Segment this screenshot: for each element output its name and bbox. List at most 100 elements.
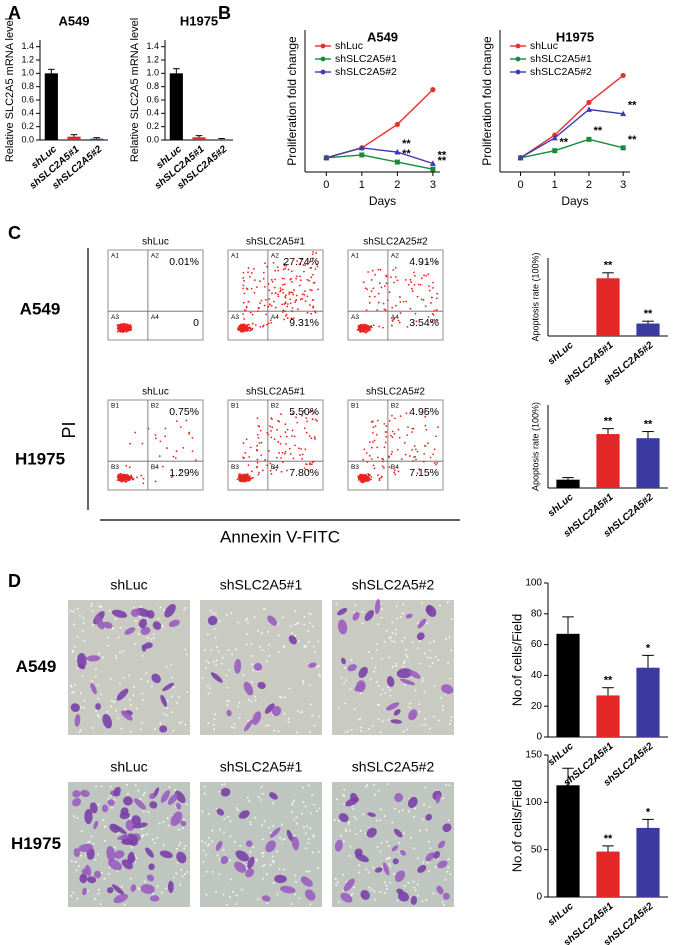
error-bar bbox=[562, 616, 574, 634]
pore bbox=[449, 677, 452, 680]
pore bbox=[422, 861, 425, 864]
event-dot bbox=[238, 473, 240, 475]
y-axis-label: Apoptosis rate (100%) bbox=[530, 402, 540, 491]
quadrant-id: B3 bbox=[231, 464, 239, 471]
event-dot bbox=[283, 277, 285, 280]
event-dot bbox=[306, 278, 309, 281]
event-dot bbox=[360, 329, 363, 332]
quadrant-id: B1 bbox=[231, 403, 239, 410]
pore bbox=[279, 695, 282, 698]
y-tick-label: 40 bbox=[531, 670, 543, 681]
event-dot bbox=[264, 299, 267, 301]
pore bbox=[358, 864, 361, 867]
cell bbox=[146, 610, 155, 619]
event-dot bbox=[433, 462, 436, 464]
pore bbox=[217, 650, 220, 653]
pore bbox=[267, 724, 270, 727]
pore bbox=[234, 648, 237, 651]
event-dot bbox=[303, 270, 305, 273]
pore bbox=[447, 819, 450, 822]
event-dot bbox=[284, 296, 287, 299]
marker bbox=[586, 136, 592, 142]
event-dot bbox=[296, 421, 299, 424]
event-dot bbox=[296, 275, 298, 278]
pore bbox=[338, 901, 341, 904]
bar bbox=[596, 851, 620, 897]
pore bbox=[253, 616, 256, 619]
pore bbox=[146, 680, 149, 683]
cell bbox=[356, 680, 366, 693]
pore bbox=[252, 846, 255, 849]
event-dot bbox=[250, 477, 253, 480]
pore bbox=[79, 706, 82, 709]
pore bbox=[309, 812, 312, 815]
pore bbox=[412, 880, 415, 883]
pore bbox=[113, 700, 116, 703]
event-dot bbox=[372, 431, 374, 434]
pore bbox=[302, 682, 305, 685]
event-dot bbox=[249, 328, 252, 331]
pore bbox=[350, 894, 353, 897]
event-dot bbox=[398, 321, 401, 324]
plot-title: shLuc bbox=[142, 387, 169, 398]
pore bbox=[229, 820, 232, 823]
cell bbox=[366, 827, 377, 838]
marker bbox=[517, 154, 524, 161]
event-dot bbox=[243, 309, 246, 312]
event-dot bbox=[266, 265, 268, 268]
pore bbox=[242, 674, 245, 677]
event-dot bbox=[130, 476, 133, 478]
pore bbox=[215, 663, 218, 666]
pore bbox=[216, 854, 219, 857]
pore bbox=[405, 728, 408, 731]
event-dot bbox=[128, 476, 130, 479]
event-dot bbox=[274, 278, 277, 281]
event-dot bbox=[384, 431, 387, 433]
pore bbox=[142, 810, 145, 813]
pore bbox=[176, 861, 179, 864]
pore bbox=[183, 873, 186, 876]
event-dot bbox=[391, 450, 394, 453]
event-dot bbox=[123, 326, 126, 329]
pore bbox=[177, 828, 180, 831]
cell bbox=[215, 840, 223, 851]
pore bbox=[250, 643, 253, 646]
quadrant-percent: 27.74% bbox=[283, 256, 319, 268]
event-dot bbox=[397, 428, 400, 431]
event-dot bbox=[313, 310, 316, 313]
quadrant-id: B1 bbox=[111, 403, 119, 410]
pore bbox=[308, 730, 311, 733]
pore bbox=[401, 612, 404, 615]
event-dot bbox=[288, 291, 291, 294]
pore bbox=[159, 606, 162, 609]
legend-marker bbox=[515, 69, 521, 75]
y-tick-label: 1.0 bbox=[21, 68, 34, 78]
pore bbox=[134, 642, 137, 645]
event-dot bbox=[301, 293, 304, 296]
event-dot bbox=[246, 288, 249, 291]
event-dot bbox=[158, 455, 161, 458]
event-dot bbox=[391, 414, 393, 417]
event-dot bbox=[416, 295, 419, 298]
event-dot bbox=[391, 319, 394, 322]
pore bbox=[373, 898, 376, 901]
event-dot bbox=[309, 463, 311, 466]
pore bbox=[449, 873, 452, 876]
pore bbox=[141, 654, 144, 657]
event-dot bbox=[268, 303, 271, 306]
pore bbox=[109, 785, 112, 788]
event-dot bbox=[312, 306, 314, 309]
event-dot bbox=[240, 328, 243, 331]
cell bbox=[112, 884, 125, 895]
legend-marker bbox=[320, 56, 326, 62]
pore bbox=[428, 649, 431, 652]
event-dot bbox=[378, 282, 381, 284]
event-dot bbox=[265, 313, 268, 316]
event-dot bbox=[257, 473, 260, 476]
marker bbox=[552, 148, 558, 154]
event-dot bbox=[363, 325, 366, 328]
event-dot bbox=[369, 474, 371, 477]
event-dot bbox=[372, 287, 375, 290]
event-dot bbox=[242, 473, 245, 476]
pore bbox=[354, 604, 357, 607]
